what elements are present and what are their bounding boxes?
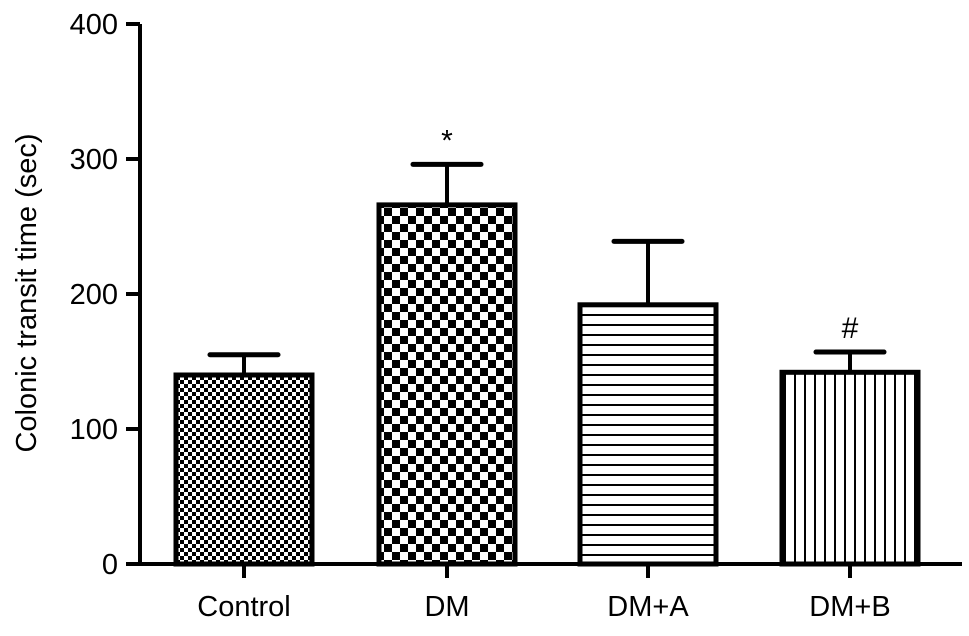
bar-group: DM+A [577, 238, 719, 623]
bars: Control DM * DM+A DM+B # [173, 124, 921, 623]
y-tick-label: 0 [102, 549, 118, 581]
x-tick-label: DM+B [809, 591, 890, 623]
y-tick-label: 200 [70, 279, 118, 311]
bar [577, 302, 719, 567]
bar-group: DM * [376, 124, 518, 623]
x-tick-label: Control [197, 591, 291, 623]
x-tick-label: DM [424, 591, 469, 623]
bar [779, 369, 921, 567]
x-tick-label: DM+A [607, 591, 689, 623]
axes [138, 24, 962, 566]
y-tick-label: 100 [70, 414, 118, 446]
significance-marker: * [441, 124, 453, 157]
y-tick-label: 400 [70, 9, 118, 41]
y-axis-ticks: 0 100 200 300 400 [70, 9, 140, 581]
bar-group: DM+B # [779, 312, 921, 623]
bar [173, 372, 315, 567]
bar [376, 202, 518, 567]
significance-marker: # [842, 312, 859, 345]
y-tick-label: 300 [70, 144, 118, 176]
y-axis-label: Colonic transit time (sec) [11, 133, 43, 452]
bar-group: Control [173, 352, 315, 623]
